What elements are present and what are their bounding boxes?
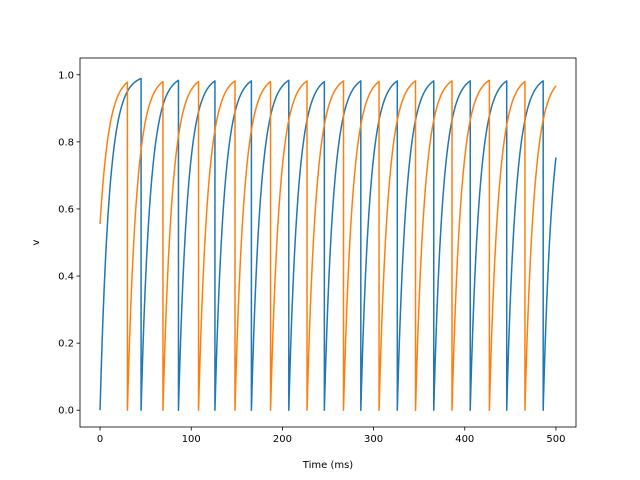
y-tick-label: 0.0 <box>58 406 74 417</box>
series-line-1 <box>99 77 557 411</box>
x-tick-label: 100 <box>182 434 201 445</box>
y-tick-label: 0.8 <box>58 137 74 148</box>
y-axis-label: v <box>31 239 42 245</box>
x-tick-label: 400 <box>455 434 474 445</box>
x-axis: 0 100 200 300 400 500 <box>97 427 565 445</box>
x-tick-label: 0 <box>97 434 103 445</box>
axes-frame <box>79 57 577 428</box>
x-tick-label: 300 <box>364 434 383 445</box>
series-line-2 <box>99 79 557 411</box>
y-axis: 0.0 0.2 0.4 0.6 0.8 1.0 <box>58 70 80 417</box>
y-tick-label: 0.4 <box>58 272 74 283</box>
y-tick-label: 1.0 <box>58 70 74 81</box>
y-tick-label: 0.2 <box>58 339 74 350</box>
plot-area <box>99 77 557 411</box>
x-tick-label: 500 <box>546 434 565 445</box>
x-tick-label: 200 <box>273 434 292 445</box>
y-tick-label: 0.6 <box>58 204 74 215</box>
x-axis-label: Time (ms) <box>302 460 354 471</box>
